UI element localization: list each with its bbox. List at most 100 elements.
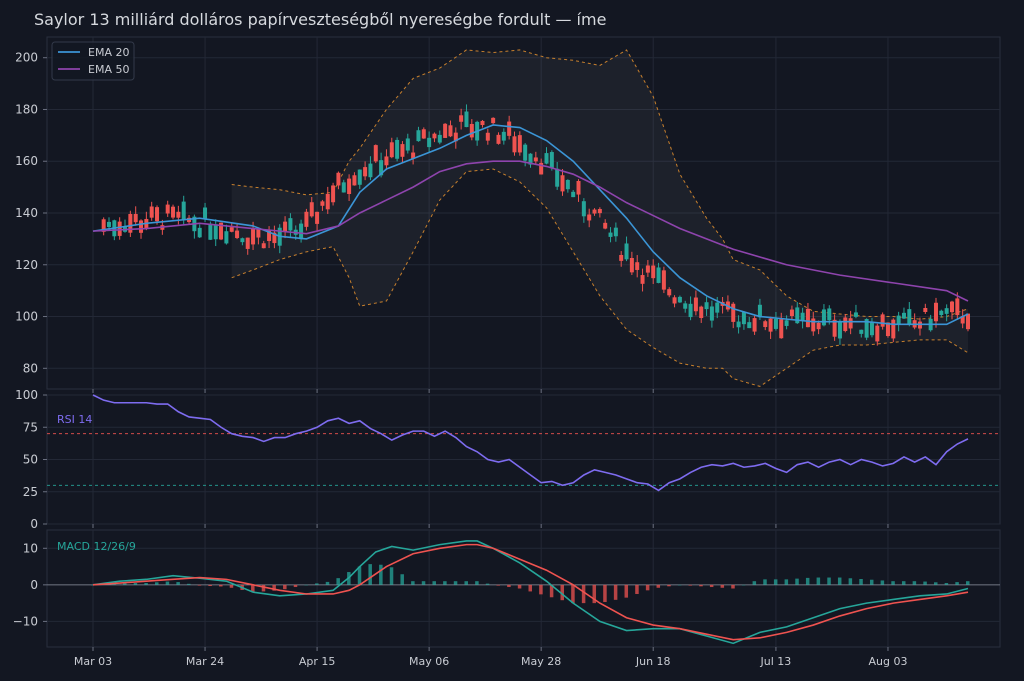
- macd-histogram-bar: [912, 581, 917, 585]
- x-tick-label: May 28: [521, 655, 561, 668]
- macd-histogram-bar: [763, 579, 767, 585]
- candle-body: [128, 213, 133, 233]
- candle-body: [933, 302, 938, 322]
- macd-histogram-bar: [784, 579, 789, 585]
- candle-body: [507, 121, 512, 136]
- candle-body: [827, 308, 832, 321]
- macd-histogram-bar: [581, 584, 586, 604]
- candle-body: [709, 306, 714, 321]
- candle-body: [427, 137, 432, 148]
- candle-body: [432, 133, 437, 139]
- macd-histogram-bar: [645, 584, 650, 591]
- ema20-line: [92, 124, 969, 326]
- macd-histogram-bar: [624, 584, 629, 598]
- candle-body: [325, 193, 330, 210]
- candle-body: [645, 265, 650, 273]
- candle-body: [267, 230, 272, 242]
- macd-histogram-bar: [517, 584, 522, 589]
- legend-label-ema20: EMA 20: [88, 46, 129, 59]
- candle-body: [352, 175, 357, 186]
- legend-label-ema50: EMA 50: [88, 63, 129, 76]
- candle-body: [155, 207, 160, 222]
- macd-histogram-bar: [432, 581, 436, 585]
- macd-histogram-bar: [357, 566, 362, 585]
- rsi-tick-label: 75: [23, 420, 38, 434]
- candle-body: [357, 169, 362, 185]
- candle-body: [331, 185, 336, 203]
- candle-body: [565, 179, 570, 190]
- candle-body: [661, 270, 666, 290]
- macd-histogram-bar: [400, 574, 404, 585]
- candle-body: [853, 312, 858, 317]
- macd-histogram-bar: [966, 581, 970, 585]
- candle-body: [272, 232, 277, 244]
- candle-body: [240, 238, 245, 243]
- candle-body: [843, 317, 848, 332]
- candle-body: [165, 204, 170, 214]
- candle-body: [176, 211, 181, 218]
- candle-body: [560, 175, 565, 192]
- macd-histogram-bar: [133, 583, 138, 585]
- macd-histogram-bar: [560, 584, 565, 601]
- candle-body: [235, 230, 240, 239]
- macd-histogram-bar: [336, 578, 340, 585]
- candle-body: [347, 178, 352, 195]
- candle-body: [923, 307, 928, 312]
- candle-body: [491, 117, 496, 124]
- macd-tick-label: 10: [23, 541, 38, 555]
- macd-histogram-bar: [315, 583, 319, 585]
- candle-body: [544, 153, 549, 164]
- candle-body: [389, 142, 394, 158]
- candle-body: [411, 152, 416, 159]
- macd-histogram-bar: [880, 580, 885, 585]
- candle-body: [512, 136, 517, 153]
- candle-body: [587, 214, 592, 221]
- x-tick-label: May 06: [409, 655, 449, 668]
- macd-histogram-bar: [91, 584, 95, 586]
- rsi-tick-label: 25: [23, 485, 38, 499]
- candle-body: [608, 232, 613, 237]
- rsi-tick-label: 100: [15, 388, 38, 402]
- candle-body: [197, 227, 202, 238]
- candle-body: [533, 157, 538, 162]
- macd-histogram-bar: [720, 584, 725, 588]
- macd-histogram-bar: [613, 584, 618, 600]
- macd-histogram-bar: [549, 584, 554, 598]
- macd-histogram-bar: [507, 584, 511, 588]
- macd-histogram-bar: [635, 584, 639, 594]
- macd-histogram-bar: [795, 578, 799, 585]
- x-tick-label: Mar 03: [74, 655, 112, 668]
- macd-histogram-bar: [827, 577, 831, 585]
- panel-frame: [46, 529, 1001, 648]
- candle-body: [117, 221, 122, 236]
- candle-body: [693, 297, 698, 312]
- macd-signal-line: [92, 543, 969, 641]
- y-tick-label: 180: [15, 102, 38, 116]
- candle-body: [459, 115, 464, 122]
- candle-body: [363, 167, 368, 177]
- macd-histogram-bar: [411, 581, 415, 585]
- candle-body: [757, 304, 762, 318]
- candle-body: [597, 209, 602, 214]
- macd-histogram-bar: [923, 581, 927, 585]
- candle-body: [517, 135, 522, 153]
- candle-body: [949, 301, 954, 313]
- x-tick-label: Apr 15: [299, 655, 336, 668]
- candle-body: [880, 314, 885, 327]
- candle-body: [613, 227, 618, 237]
- candle-body: [821, 309, 826, 326]
- candle-body: [592, 209, 597, 214]
- candle-body: [768, 318, 773, 332]
- candle-body: [395, 139, 400, 159]
- macd-histogram-bar: [144, 583, 148, 585]
- macd-histogram-bar: [709, 584, 714, 588]
- chart-title: Saylor 13 milliárd dolláros papírvesztes…: [34, 10, 606, 29]
- candle-body: [555, 168, 560, 187]
- candle-body: [368, 163, 373, 178]
- candle-body: [288, 218, 293, 231]
- macd-histogram-bar: [368, 564, 372, 585]
- candle-body: [896, 315, 901, 324]
- candle-body: [640, 275, 645, 284]
